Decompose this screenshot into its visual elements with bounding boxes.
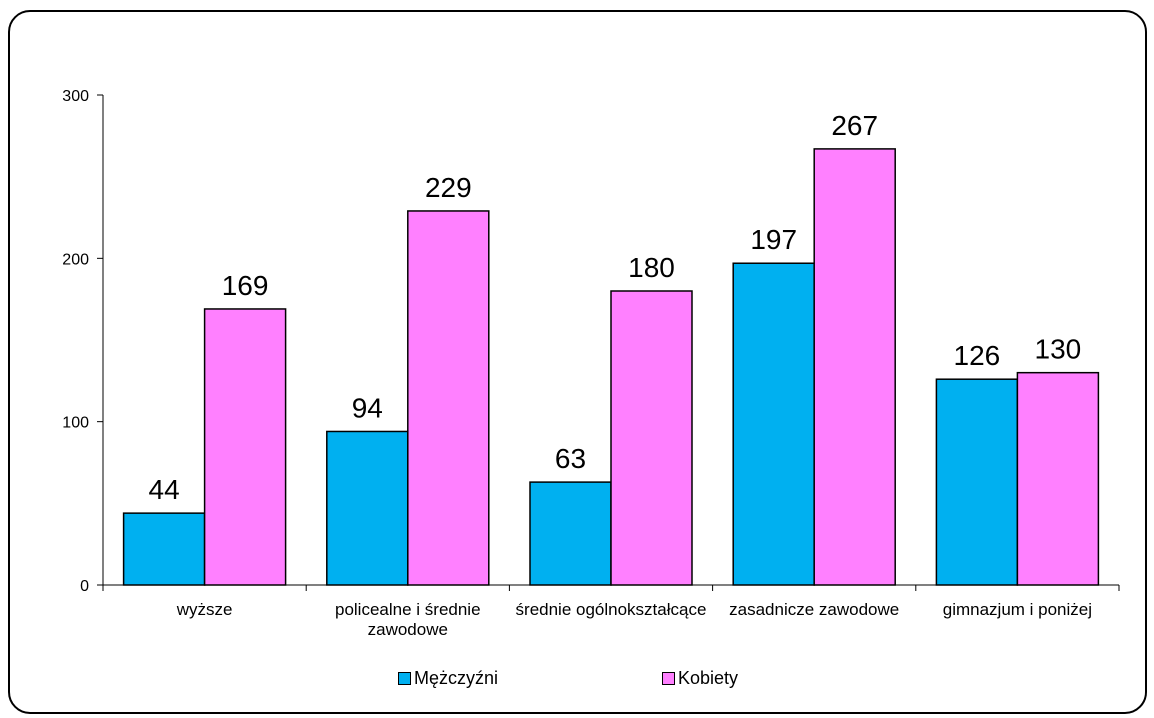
- bar-women: [610, 290, 693, 586]
- legend-label-men: Mężczyźni: [414, 668, 499, 688]
- data-label: 63: [555, 443, 586, 474]
- data-label: 267: [831, 110, 878, 141]
- y-tick-label: 100: [62, 415, 89, 432]
- data-label: 169: [222, 270, 269, 301]
- legend-swatch-men: [398, 672, 411, 685]
- data-label: 130: [1035, 334, 1082, 365]
- y-tick-label: 200: [62, 251, 89, 268]
- y-tick-label: 0: [80, 578, 89, 595]
- x-tick-label: policealne i średnie zawodowe: [335, 600, 481, 636]
- data-label: 197: [750, 224, 797, 255]
- legend-item-women: Kobiety: [662, 668, 738, 689]
- bar-men: [122, 512, 206, 586]
- data-label: 94: [352, 392, 383, 423]
- x-tick-label: gimnazjum i poniżej: [942, 600, 1093, 619]
- chart-frame: [8, 10, 1147, 714]
- data-label: 229: [425, 172, 472, 203]
- data-label: 180: [628, 252, 675, 283]
- legend-swatch-women: [662, 672, 675, 685]
- data-label: 44: [149, 474, 180, 505]
- y-tick-label: 300: [62, 88, 89, 105]
- x-tick-label: zasadnicze zawodowe: [729, 600, 900, 619]
- legend-label-women: Kobiety: [678, 668, 739, 688]
- bar-women: [407, 210, 490, 586]
- bar-women: [813, 148, 896, 586]
- bar-men: [732, 262, 815, 586]
- bar-men: [529, 481, 612, 586]
- bar-men: [326, 430, 409, 586]
- data-label: 126: [954, 340, 1001, 371]
- bar-women: [1016, 371, 1100, 586]
- legend-item-men: Mężczyźni: [398, 668, 498, 689]
- x-tick-label: wyższe: [176, 600, 233, 619]
- bar-women: [203, 308, 287, 586]
- x-tick-label: średnie ogólnokształcące: [515, 600, 707, 619]
- bar-men: [935, 378, 1019, 586]
- legend: Mężczyźni Kobiety: [0, 668, 1154, 692]
